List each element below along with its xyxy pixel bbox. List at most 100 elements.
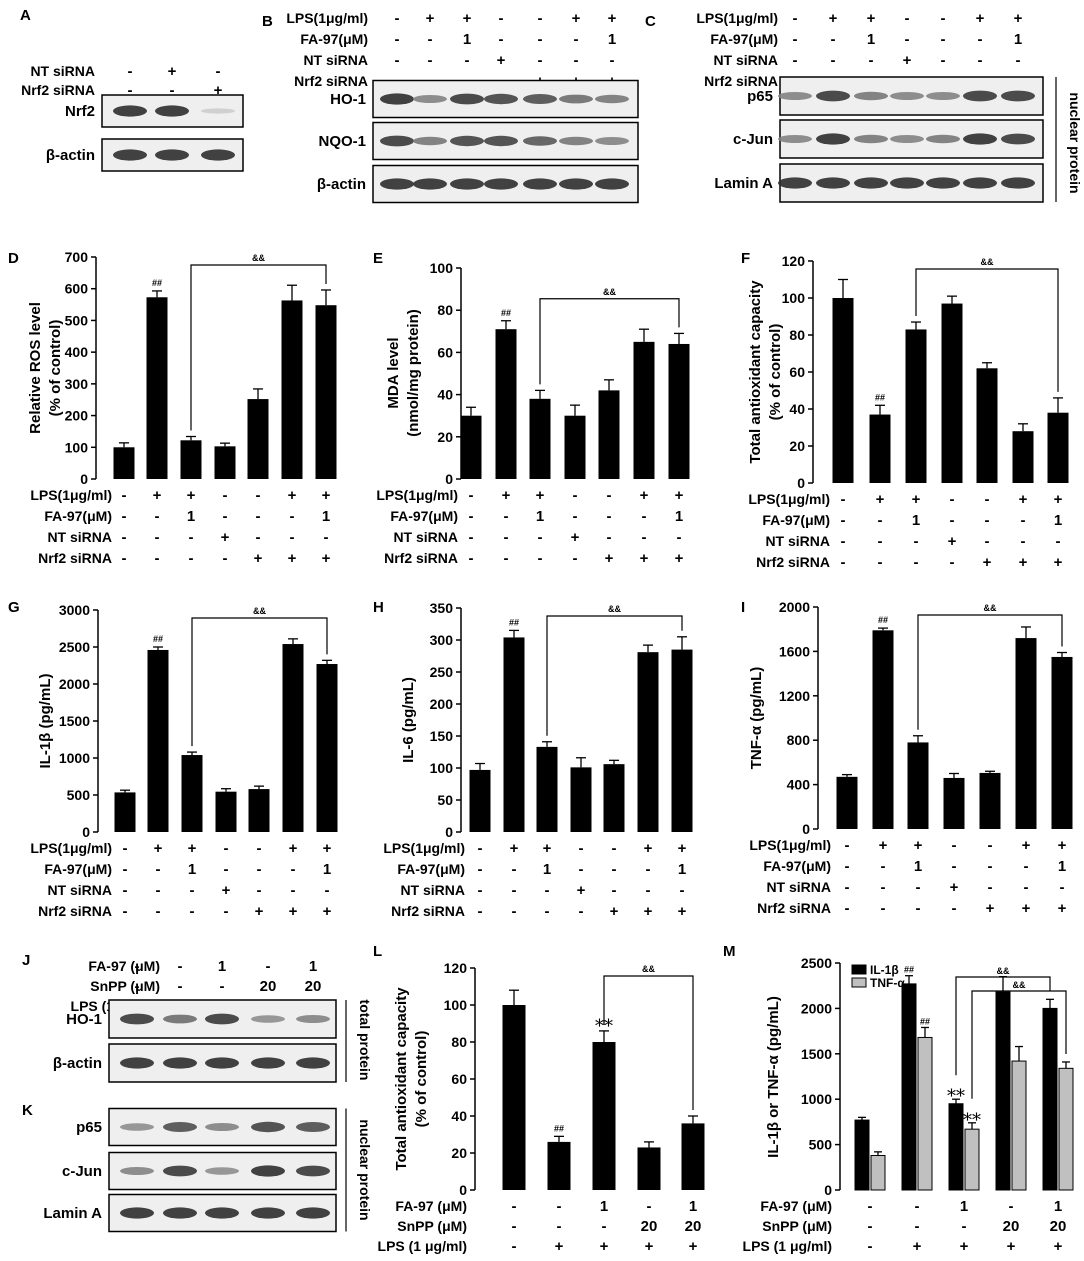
blot-band: [890, 92, 924, 100]
bar: [976, 368, 998, 483]
treatment-label: FA-97(μM): [710, 31, 778, 47]
band-label: β-actin: [53, 1055, 102, 1072]
treatment-sign: +: [153, 487, 162, 504]
treatment-sign: -: [156, 882, 161, 899]
blot-band: [380, 135, 414, 147]
bar: [869, 414, 891, 483]
panel-letter: B: [262, 13, 273, 30]
treatment-label: NT siRNA: [393, 529, 458, 545]
treatment-sign: +: [608, 10, 617, 27]
panel-letter: D: [8, 250, 19, 267]
treatment-sign: -: [793, 10, 798, 27]
treatment-sign: -: [155, 508, 160, 525]
treatment-sign: -: [677, 529, 682, 546]
treatment-sign: -: [224, 840, 229, 857]
treatment-sign: -: [122, 550, 127, 567]
blot-band: [120, 1057, 154, 1069]
treatment-label: Nrf2 siRNA: [38, 550, 112, 566]
y-tick-label: 80: [437, 302, 453, 318]
treatment-sign: -: [290, 529, 295, 546]
treatment-sign: 1: [1054, 512, 1062, 529]
band-label: Nrf2: [65, 103, 95, 120]
significance-bracket: [546, 615, 683, 736]
chart-panel-e: E 0 20 40 60 80 100 MDA level (nmol/mg protein) #…: [373, 250, 690, 567]
blot-band: [778, 92, 812, 100]
treatment-sign: -: [428, 31, 433, 48]
treatment-sign: -: [916, 900, 921, 917]
panel-letter: C: [645, 13, 656, 30]
treatment-sign: -: [557, 1218, 562, 1235]
treatment-sign: -: [469, 550, 474, 567]
y-tick-label: 0: [797, 475, 805, 491]
treatment-sign: -: [478, 882, 483, 899]
treatment-sign: +: [577, 882, 586, 899]
treatment-sign: -: [123, 840, 128, 857]
treatment-sign: +: [912, 491, 921, 508]
treatment-sign: +: [555, 1238, 564, 1255]
band-label: NQO-1: [318, 133, 366, 150]
treatment-sign: +: [543, 840, 552, 857]
treatment-sign: -: [878, 533, 883, 550]
treatment-sign: -: [1024, 858, 1029, 875]
y-tick-label: 20: [437, 429, 453, 445]
treatment-label: Nrf2 siRNA: [757, 900, 831, 916]
treatment-sign: +: [255, 903, 264, 920]
blot-band: [163, 1057, 197, 1069]
treatment-sign: +: [950, 879, 959, 896]
significance-mark: ##: [920, 1016, 930, 1026]
blot-band: [890, 177, 924, 189]
bar: [1015, 638, 1037, 829]
treatment-label: FA-97 (μM): [760, 1198, 832, 1214]
blot-band: [963, 90, 997, 102]
treatment-sign: 20: [641, 1218, 658, 1235]
treatment-sign: -: [647, 1198, 652, 1215]
treatment-sign: 1: [867, 31, 875, 48]
bar: [1011, 1060, 1027, 1191]
treatment-sign: +: [1058, 900, 1067, 917]
treatment-sign: -: [952, 837, 957, 854]
treatment-sign: -: [224, 861, 229, 878]
treatment-sign: +: [571, 529, 580, 546]
significance-bracket: [191, 617, 328, 747]
y-tick-label: 1600: [779, 643, 810, 659]
y-axis-label: Total antioxidant capacity: [393, 987, 410, 1171]
bracket-label: &&: [1013, 980, 1026, 990]
treatment-sign: +: [986, 900, 995, 917]
treatment-sign: -: [266, 958, 271, 975]
bracket-label: &&: [608, 604, 621, 614]
legend-entry: TNF-α: [870, 976, 905, 990]
treatment-sign: -: [878, 554, 883, 571]
treatment-sign: -: [155, 550, 160, 567]
treatment-sign: +: [1019, 491, 1028, 508]
blot-band: [816, 90, 850, 102]
treatment-sign: -: [916, 879, 921, 896]
treatment-sign: -: [156, 903, 161, 920]
bracket-label: &&: [252, 253, 265, 263]
blot-band: [595, 94, 629, 104]
treatment-sign: -: [128, 63, 133, 80]
blot-band: [890, 135, 924, 143]
y-tick-label: 300: [65, 376, 89, 392]
treatment-sign: -: [868, 1218, 873, 1235]
bar: [495, 329, 517, 479]
bar: [1012, 431, 1034, 483]
treatment-label: FA-97(μM): [397, 861, 465, 877]
chart-panel-g: G 0 500 1000 1500 2000 2500 3000 IL-1β (pg/mL) ##…: [8, 599, 338, 920]
y-tick-label: 40: [437, 387, 453, 403]
treatment-label: Nrf2 siRNA: [21, 82, 95, 98]
y-tick-label: 2500: [59, 639, 90, 655]
treatment-sign: -: [428, 52, 433, 69]
blot-band: [523, 178, 557, 190]
significance-mark: ##: [554, 1123, 564, 1133]
y-tick-label: 40: [451, 1108, 467, 1124]
treatment-sign: -: [257, 882, 262, 899]
treatment-sign: +: [1022, 900, 1031, 917]
bar: [503, 637, 525, 832]
treatment-label: FA-97(μM): [44, 508, 112, 524]
y-tick-label: 1000: [59, 750, 90, 766]
treatment-label: NT siRNA: [766, 879, 831, 895]
treatment-sign: -: [324, 529, 329, 546]
bar: [836, 776, 858, 829]
significance-bracket: [955, 976, 1051, 1076]
